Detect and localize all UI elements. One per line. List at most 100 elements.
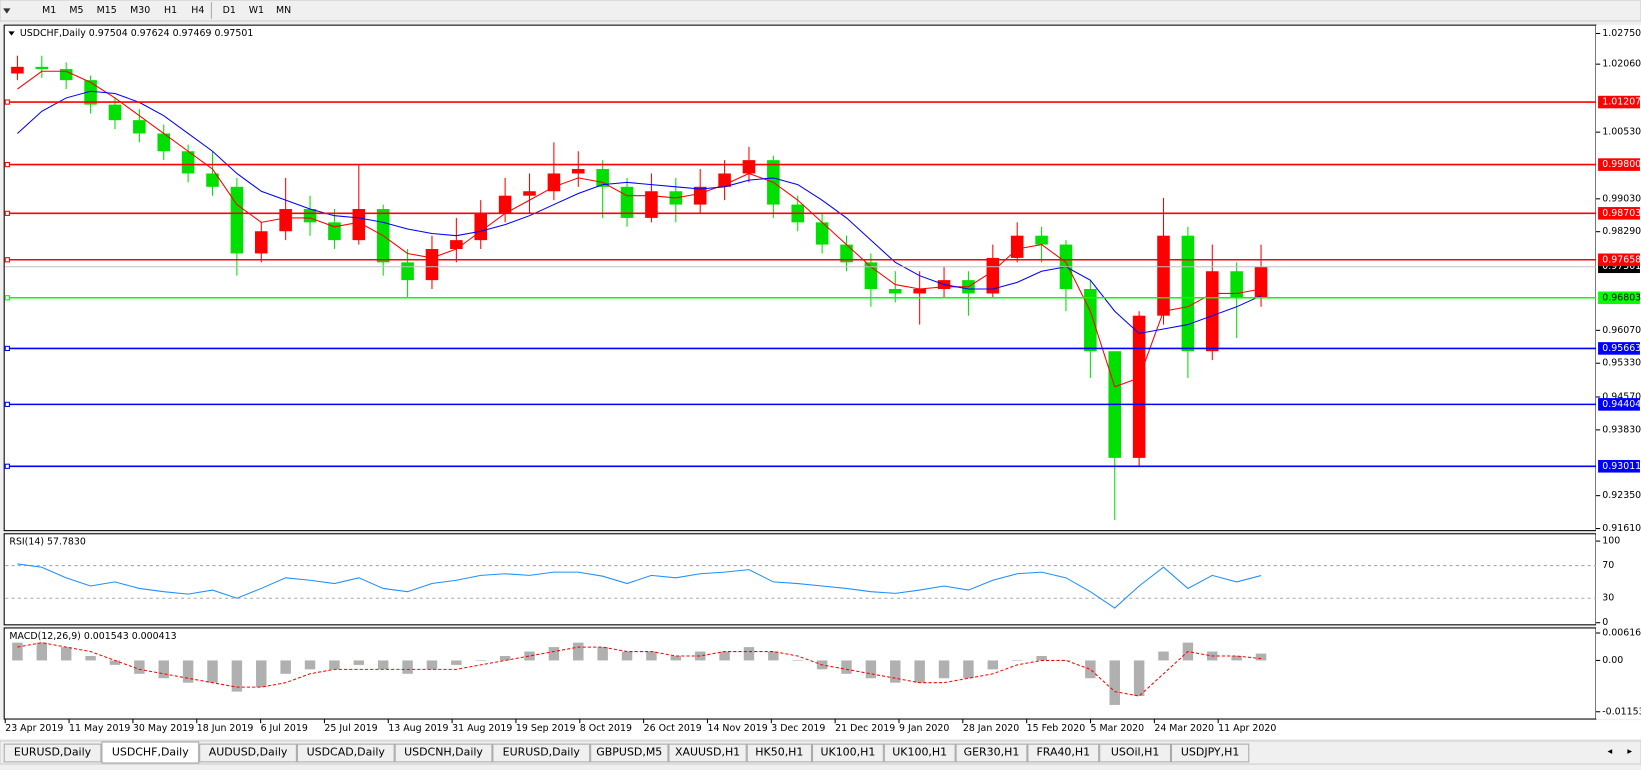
timeframe-label[interactable]: M15 (97, 5, 117, 16)
level-handle[interactable] (4, 401, 10, 407)
timeframe-label[interactable]: H4 (191, 5, 204, 16)
tab[interactable] (296, 743, 395, 763)
level-handle[interactable] (4, 210, 10, 216)
tab-label[interactable]: GBPUSD,M5 (596, 745, 662, 758)
timeframe-button[interactable] (90, 2, 124, 19)
level-handle[interactable] (4, 463, 10, 469)
tab[interactable] (746, 743, 813, 763)
date-label: 24 Mar 2020 (1154, 723, 1214, 734)
toolbar-icon (3, 8, 11, 14)
macd-bar (841, 660, 852, 674)
level-label: 0.93011 (1602, 461, 1641, 472)
macd-bar (1085, 660, 1096, 679)
y-tick-label: 0.94570 (1602, 392, 1641, 403)
candle-body (1132, 315, 1146, 458)
date-label: 26 Oct 2019 (644, 723, 702, 734)
macd-bar (475, 660, 486, 661)
macd-bar (573, 642, 584, 661)
level-handle[interactable] (4, 161, 10, 168)
tab-label[interactable]: GER30,H1 (964, 745, 1020, 758)
candle-body (1157, 235, 1170, 316)
macd-bar (694, 651, 706, 661)
candle-body (206, 173, 219, 187)
tab[interactable] (1099, 743, 1171, 763)
macd-tick-label: 0.006167 (1602, 628, 1641, 639)
tab[interactable] (101, 741, 200, 764)
tab-label[interactable]: XAUUSD,H1 (675, 745, 740, 758)
tab-label[interactable]: USDJPY,H1 (1181, 745, 1239, 758)
tab[interactable] (590, 743, 669, 763)
tab-label[interactable]: EURUSD,Daily (14, 745, 92, 758)
candle-body (645, 191, 658, 218)
tab-scroll-left[interactable]: ◂ (1608, 746, 1613, 757)
tab[interactable] (199, 743, 297, 763)
candle-body (230, 186, 244, 254)
y-tick-label: 0.96070 (1602, 325, 1641, 336)
timeframe-label[interactable]: MN (276, 5, 291, 16)
timeframe-label[interactable]: W1 (249, 5, 264, 16)
tab-label[interactable]: USDCAD,Daily (307, 745, 386, 758)
date-label: 9 Jan 2020 (899, 723, 949, 734)
level-handle[interactable] (4, 295, 10, 301)
tab[interactable] (668, 743, 747, 763)
timeframe-button[interactable] (123, 2, 157, 19)
timeframe-button[interactable] (270, 2, 298, 19)
timeframe-button[interactable] (184, 2, 212, 19)
candle-body (1010, 235, 1024, 258)
toolbar (0, 0, 1641, 22)
level-handle[interactable] (4, 257, 10, 263)
macd-bar (377, 660, 389, 670)
level-label-box (1598, 398, 1640, 411)
tab[interactable] (492, 743, 591, 763)
candle-body (84, 80, 97, 105)
moving-average (17, 90, 1262, 335)
macd-bar (768, 651, 779, 661)
date-label: 21 Dec 2019 (835, 723, 895, 734)
tab[interactable] (1027, 743, 1100, 763)
rsi-tick-label: 30 (1602, 593, 1614, 604)
timeframe-button[interactable] (35, 2, 63, 19)
macd-bar (207, 660, 218, 683)
tab-label[interactable]: HK50,H1 (755, 745, 803, 758)
timeframe-label[interactable]: D1 (223, 5, 236, 16)
tab[interactable] (3, 743, 102, 763)
macd-bar (36, 642, 48, 661)
timeframe-label[interactable]: M5 (69, 5, 83, 16)
tab-label[interactable]: AUDUSD,Daily (209, 745, 288, 758)
tab[interactable] (812, 743, 884, 763)
tab-scroll-right[interactable]: ▸ (1627, 746, 1632, 757)
timeframe-label[interactable]: M1 (42, 5, 56, 16)
tab[interactable] (394, 743, 493, 763)
timeframe-label[interactable]: H1 (164, 5, 177, 16)
level-handle[interactable] (4, 99, 10, 105)
tab-label[interactable]: USOil,H1 (1111, 745, 1159, 758)
tab-label[interactable]: FRA40,H1 (1036, 745, 1090, 758)
y-tick-label: 0.98290 (1602, 226, 1641, 237)
tab-label[interactable]: UK100,H1 (892, 745, 947, 758)
tab-label[interactable]: UK100,H1 (820, 745, 875, 758)
timeframe-button[interactable] (242, 2, 271, 19)
timeframe-button[interactable] (215, 2, 243, 19)
timeframe-button[interactable] (156, 2, 185, 19)
rsi-tick-label: 70 (1602, 560, 1614, 571)
candle-body (1254, 266, 1268, 298)
timeframe-label[interactable]: M30 (130, 5, 150, 16)
tab[interactable] (1170, 743, 1250, 763)
tab-label[interactable]: USDCHF,Daily (112, 745, 189, 758)
date-label: 5 Mar 2020 (1091, 723, 1145, 734)
tab-label[interactable]: USDCNH,Daily (404, 745, 483, 758)
y-tick-label: 1.02060 (1602, 59, 1641, 70)
macd-bar (12, 642, 23, 661)
chart-header: USDCHF,Daily 0.97504 0.97624 0.97469 0.9… (20, 28, 254, 39)
level-handle[interactable] (4, 345, 10, 352)
timeframe-button[interactable] (62, 2, 91, 19)
candle-body (401, 262, 414, 281)
tab-label[interactable]: EURUSD,Daily (503, 745, 581, 758)
level-label-box (1598, 460, 1640, 473)
macd-bar (646, 651, 657, 661)
tab[interactable] (883, 743, 956, 763)
tab[interactable] (955, 743, 1028, 763)
date-label: 11 Apr 2020 (1218, 723, 1276, 734)
candle-body (425, 249, 439, 281)
macd-bar (1036, 655, 1047, 661)
